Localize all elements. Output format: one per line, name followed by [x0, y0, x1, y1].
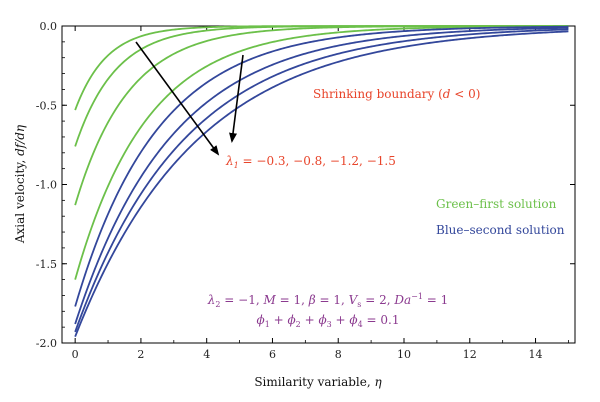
x-tick-label: 12: [463, 348, 477, 361]
x-tick-label: 6: [269, 348, 276, 361]
param-part: = −1,: [220, 293, 263, 307]
y-axis-label-text: Axial velocity,: [13, 156, 27, 244]
x-tick-label: 14: [529, 348, 543, 361]
shrinking-var: d: [443, 87, 451, 101]
x-axis-label-symbol: η: [374, 375, 382, 389]
lambda1-label: λ1 = −0.3, −0.8, −1.2, −1.5: [225, 154, 396, 170]
series-line-first-4: [74, 25, 569, 280]
shrinking-text: Shrinking boundary (: [313, 87, 443, 101]
y-axis-label-symbol: df/dη: [13, 124, 27, 156]
series-line-second-8: [74, 30, 569, 337]
x-tick-label: 8: [335, 348, 342, 361]
params-line-2: ϕ1 + ϕ2 + ϕ3 + ϕ4 = 0.1: [257, 313, 400, 329]
lambda1-values: = −0.3, −0.8, −1.2, −1.5: [239, 154, 396, 168]
param-part: ϕ: [287, 313, 295, 327]
param-part: = 1,: [316, 293, 349, 307]
blue-second-solution-label: Blue–second solution: [436, 223, 565, 237]
param-part: ϕ: [349, 313, 357, 327]
param-part: 2: [296, 320, 301, 329]
arrow-first-solution: [135, 41, 220, 156]
param-part: +: [301, 313, 319, 327]
x-axis-label: Similarity variable, η: [254, 375, 382, 389]
y-axis-label: Axial velocity, df/dη: [13, 124, 27, 244]
shrinking-cond: < 0): [450, 87, 480, 101]
y-tick-label: 0.0: [40, 20, 58, 33]
x-tick-label: 4: [203, 348, 210, 361]
y-tick-label: -2.0: [36, 337, 57, 350]
param-part: = 2,: [361, 293, 394, 307]
green-first-solution-label: Green–first solution: [436, 197, 557, 211]
param-part: = 0.1: [363, 313, 400, 327]
x-tick-label: 10: [397, 348, 411, 361]
y-tick-label: -0.5: [36, 99, 57, 112]
y-tick-label: -1.5: [36, 258, 57, 271]
param-part: 2: [215, 300, 220, 309]
shrinking-boundary-label: Shrinking boundary (d < 0): [313, 87, 480, 101]
series-line-second-5: [74, 25, 569, 307]
x-tick-label: 0: [72, 348, 79, 361]
param-part: β: [308, 293, 316, 307]
param-part: +: [270, 313, 288, 327]
x-tick-label: 2: [137, 348, 144, 361]
param-part: λ: [207, 293, 216, 307]
arrow-second-solution: [229, 54, 244, 143]
param-part: 1: [265, 320, 270, 329]
y-tick-label: -1.0: [36, 179, 57, 192]
param-part: +: [332, 313, 350, 327]
params-line-1: λ2 = −1, M = 1, β = 1, Vs = 2, Da−1 = 1: [207, 292, 449, 309]
param-part: s: [357, 300, 361, 309]
x-axis-label-text: Similarity variable,: [254, 375, 374, 389]
lambda1-symbol: λ: [225, 154, 234, 168]
param-part: ϕ: [318, 313, 326, 327]
param-part: 3: [327, 320, 332, 329]
series-line-second-6: [74, 26, 569, 325]
param-part: −1: [411, 292, 423, 301]
param-part: Da: [393, 293, 411, 307]
param-part: = 1,: [276, 293, 309, 307]
param-part: 4: [358, 320, 363, 329]
series-line-second-7: [74, 28, 569, 333]
param-part: M: [262, 293, 276, 307]
param-part: = 1: [423, 293, 448, 307]
lambda1-sub: 1: [234, 161, 239, 170]
param-part: ϕ: [257, 313, 265, 327]
param-part: V: [349, 293, 359, 307]
